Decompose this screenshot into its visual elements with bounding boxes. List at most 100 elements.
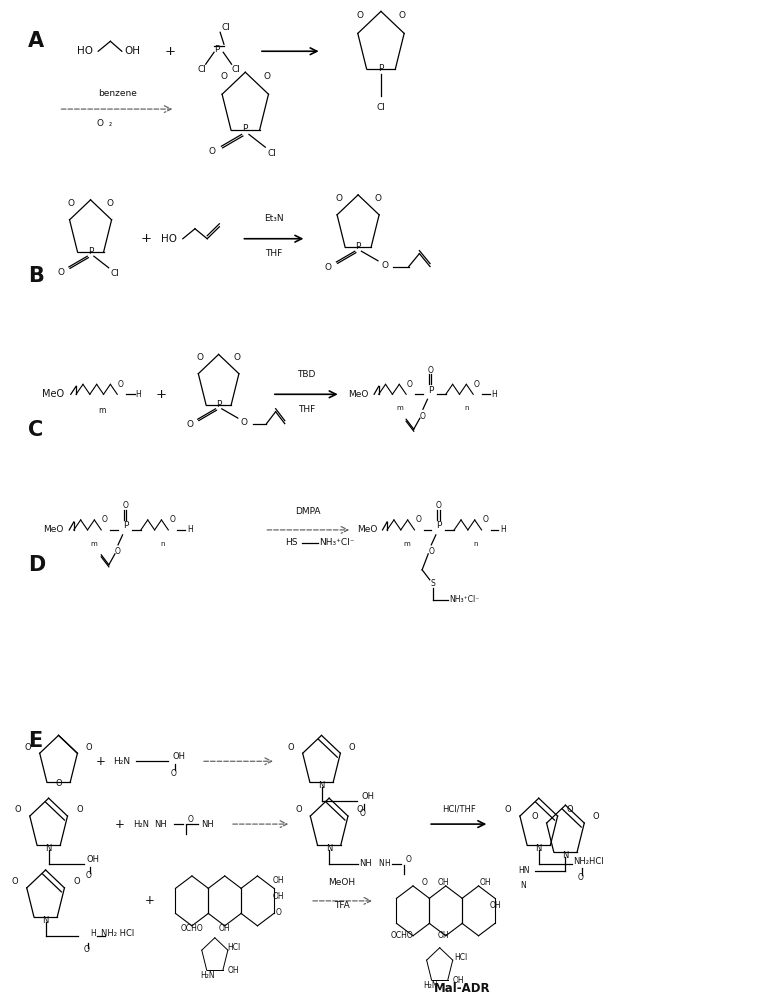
Text: H: H: [492, 390, 497, 399]
Text: NH: NH: [360, 859, 372, 868]
Text: HCl: HCl: [454, 953, 467, 962]
Text: n: n: [160, 541, 164, 547]
Text: NH₂HCl: NH₂HCl: [573, 857, 604, 866]
Text: O: O: [57, 268, 64, 277]
Text: O: O: [593, 812, 600, 821]
Text: TFA: TFA: [334, 901, 350, 910]
Text: O: O: [405, 854, 412, 864]
Text: O: O: [187, 815, 194, 824]
Text: P: P: [436, 521, 441, 530]
Text: O: O: [381, 261, 388, 270]
Text: O: O: [428, 547, 435, 556]
Text: N: N: [326, 844, 332, 853]
Text: OH: OH: [273, 876, 285, 885]
Text: Cl: Cl: [268, 149, 277, 158]
Text: NH₂ HCl: NH₂ HCl: [101, 929, 134, 938]
Text: O: O: [241, 418, 248, 427]
Text: O: O: [115, 547, 121, 556]
Text: +: +: [115, 818, 125, 831]
Text: +: +: [156, 388, 167, 401]
Text: D: D: [28, 555, 45, 575]
Text: OH: OH: [480, 878, 491, 887]
Text: P: P: [214, 45, 220, 54]
Text: P: P: [428, 386, 433, 395]
Text: TBD: TBD: [297, 370, 315, 379]
Text: O: O: [505, 805, 511, 814]
Text: MeO: MeO: [348, 390, 368, 399]
Text: HCl/THF: HCl/THF: [442, 805, 476, 814]
Text: O: O: [97, 119, 104, 128]
Text: OH: OH: [453, 976, 464, 985]
Text: O: O: [428, 366, 434, 375]
Text: O: O: [349, 743, 356, 752]
Text: OH: OH: [228, 966, 239, 975]
Text: O: O: [374, 194, 381, 203]
Text: H₂N: H₂N: [200, 971, 214, 980]
Text: H: H: [90, 929, 96, 938]
Text: +: +: [145, 894, 155, 907]
Text: O: O: [566, 805, 573, 814]
Text: MeO: MeO: [43, 525, 63, 534]
Text: NH₃⁺Cl⁻: NH₃⁺Cl⁻: [449, 595, 479, 604]
Text: O: O: [102, 515, 108, 524]
Text: P: P: [88, 247, 93, 256]
Text: +: +: [141, 232, 151, 245]
Text: O: O: [24, 743, 31, 752]
Text: OH: OH: [172, 752, 185, 761]
Text: O: O: [295, 805, 301, 814]
Text: E: E: [28, 731, 42, 751]
Text: O: O: [209, 147, 216, 156]
Text: O: O: [73, 877, 80, 886]
Text: MeO: MeO: [42, 389, 64, 399]
Text: S: S: [431, 579, 435, 588]
Text: O: O: [86, 871, 91, 880]
Text: benzene: benzene: [98, 89, 137, 98]
Text: Cl: Cl: [232, 65, 240, 74]
Text: O: O: [474, 380, 480, 389]
Text: P: P: [243, 124, 248, 133]
Text: H₂N: H₂N: [133, 820, 149, 829]
Text: O: O: [187, 420, 194, 429]
Text: O: O: [197, 353, 203, 362]
Text: OH: OH: [218, 924, 230, 933]
Text: HO: HO: [77, 46, 93, 56]
Text: THF: THF: [298, 405, 315, 414]
Text: Mal-ADR: Mal-ADR: [435, 982, 491, 995]
Text: OH: OH: [273, 892, 285, 901]
Text: O: O: [532, 812, 538, 821]
Text: B: B: [28, 266, 44, 286]
Text: H: H: [500, 525, 506, 534]
Text: m: m: [403, 541, 410, 547]
Text: OH: OH: [86, 854, 99, 864]
Text: O: O: [86, 743, 93, 752]
Text: OCHO: OCHO: [390, 931, 413, 940]
Text: P: P: [123, 521, 129, 530]
Text: m: m: [99, 406, 106, 415]
Text: H: H: [135, 390, 142, 399]
Text: P: P: [356, 242, 361, 251]
Text: O: O: [415, 515, 422, 524]
Text: N: N: [318, 781, 324, 790]
Text: O: O: [276, 908, 282, 917]
Text: Et₃N: Et₃N: [264, 214, 283, 223]
Text: O: O: [84, 945, 90, 954]
Text: O: O: [76, 805, 83, 814]
Text: THF: THF: [265, 249, 282, 258]
Text: n: n: [474, 541, 477, 547]
Text: O: O: [55, 779, 62, 788]
Text: OH: OH: [438, 878, 449, 887]
Text: N: N: [562, 851, 568, 860]
Text: O: O: [11, 877, 18, 886]
Text: Cl: Cl: [110, 269, 119, 278]
Text: OH: OH: [490, 901, 501, 910]
Text: OH: OH: [362, 792, 375, 801]
Text: HCl: HCl: [227, 943, 240, 952]
Text: H₂N: H₂N: [423, 981, 438, 990]
Text: O: O: [422, 878, 428, 887]
Text: OCHO: OCHO: [181, 924, 203, 933]
Text: H: H: [384, 859, 390, 868]
Text: O: O: [234, 353, 241, 362]
Text: OH: OH: [125, 46, 141, 56]
Text: O: O: [360, 809, 366, 818]
Text: P: P: [216, 400, 221, 409]
